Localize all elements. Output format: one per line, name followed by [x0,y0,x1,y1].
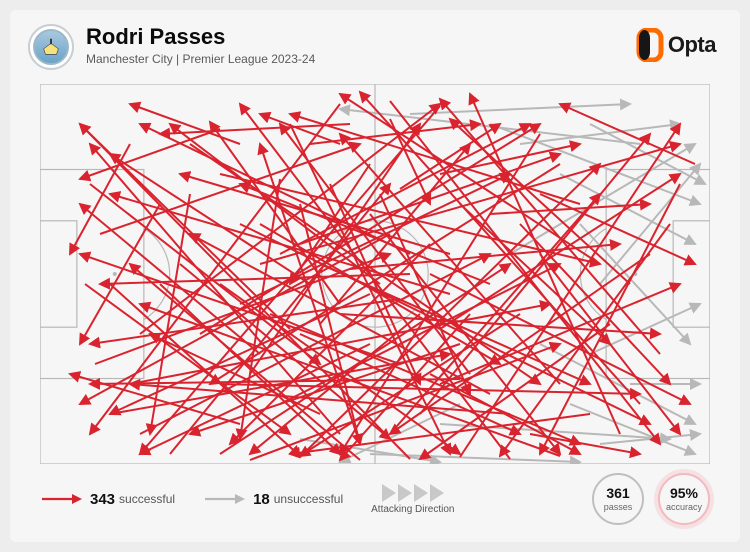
direction-arrows-icon [382,484,444,502]
pitch-svg [40,84,710,464]
arrow-icon [40,492,82,506]
legend-successful: 343 successful [40,491,175,508]
title-block: Rodri Passes Manchester City | Premier L… [86,24,315,66]
legend-unsuccessful-count: 18 [253,491,270,508]
stat-passes-value: 361 [606,486,629,500]
arrow-icon [203,492,245,506]
attacking-direction: Attacking Direction [371,484,454,515]
stat-accuracy-value: 95% [670,486,698,500]
club-badge [28,24,74,70]
stat-passes-label: passes [604,502,633,512]
chart-subtitle: Manchester City | Premier League 2023-24 [86,52,315,66]
stat-card: Rodri Passes Manchester City | Premier L… [10,10,740,542]
legend-successful-count: 343 [90,491,115,508]
pitch-container [40,84,710,464]
ship-icon [40,36,62,58]
opta-text: Opta [668,32,716,58]
opta-mark-icon [636,28,664,62]
stat-accuracy-label: accuracy [666,502,702,512]
legend-unsuccessful: 18 unsuccessful [203,491,343,508]
stat-passes: 361 passes [592,473,644,525]
header: Rodri Passes Manchester City | Premier L… [28,24,315,70]
legend-unsuccessful-label: unsuccessful [274,492,343,506]
footer: 343 successful 18 unsuccessful Attacking… [40,474,710,524]
stat-accuracy: 95% accuracy [658,473,710,525]
opta-logo: Opta [636,28,716,62]
chart-title: Rodri Passes [86,24,315,50]
legend-successful-label: successful [119,492,175,506]
attacking-direction-label: Attacking Direction [371,504,454,515]
